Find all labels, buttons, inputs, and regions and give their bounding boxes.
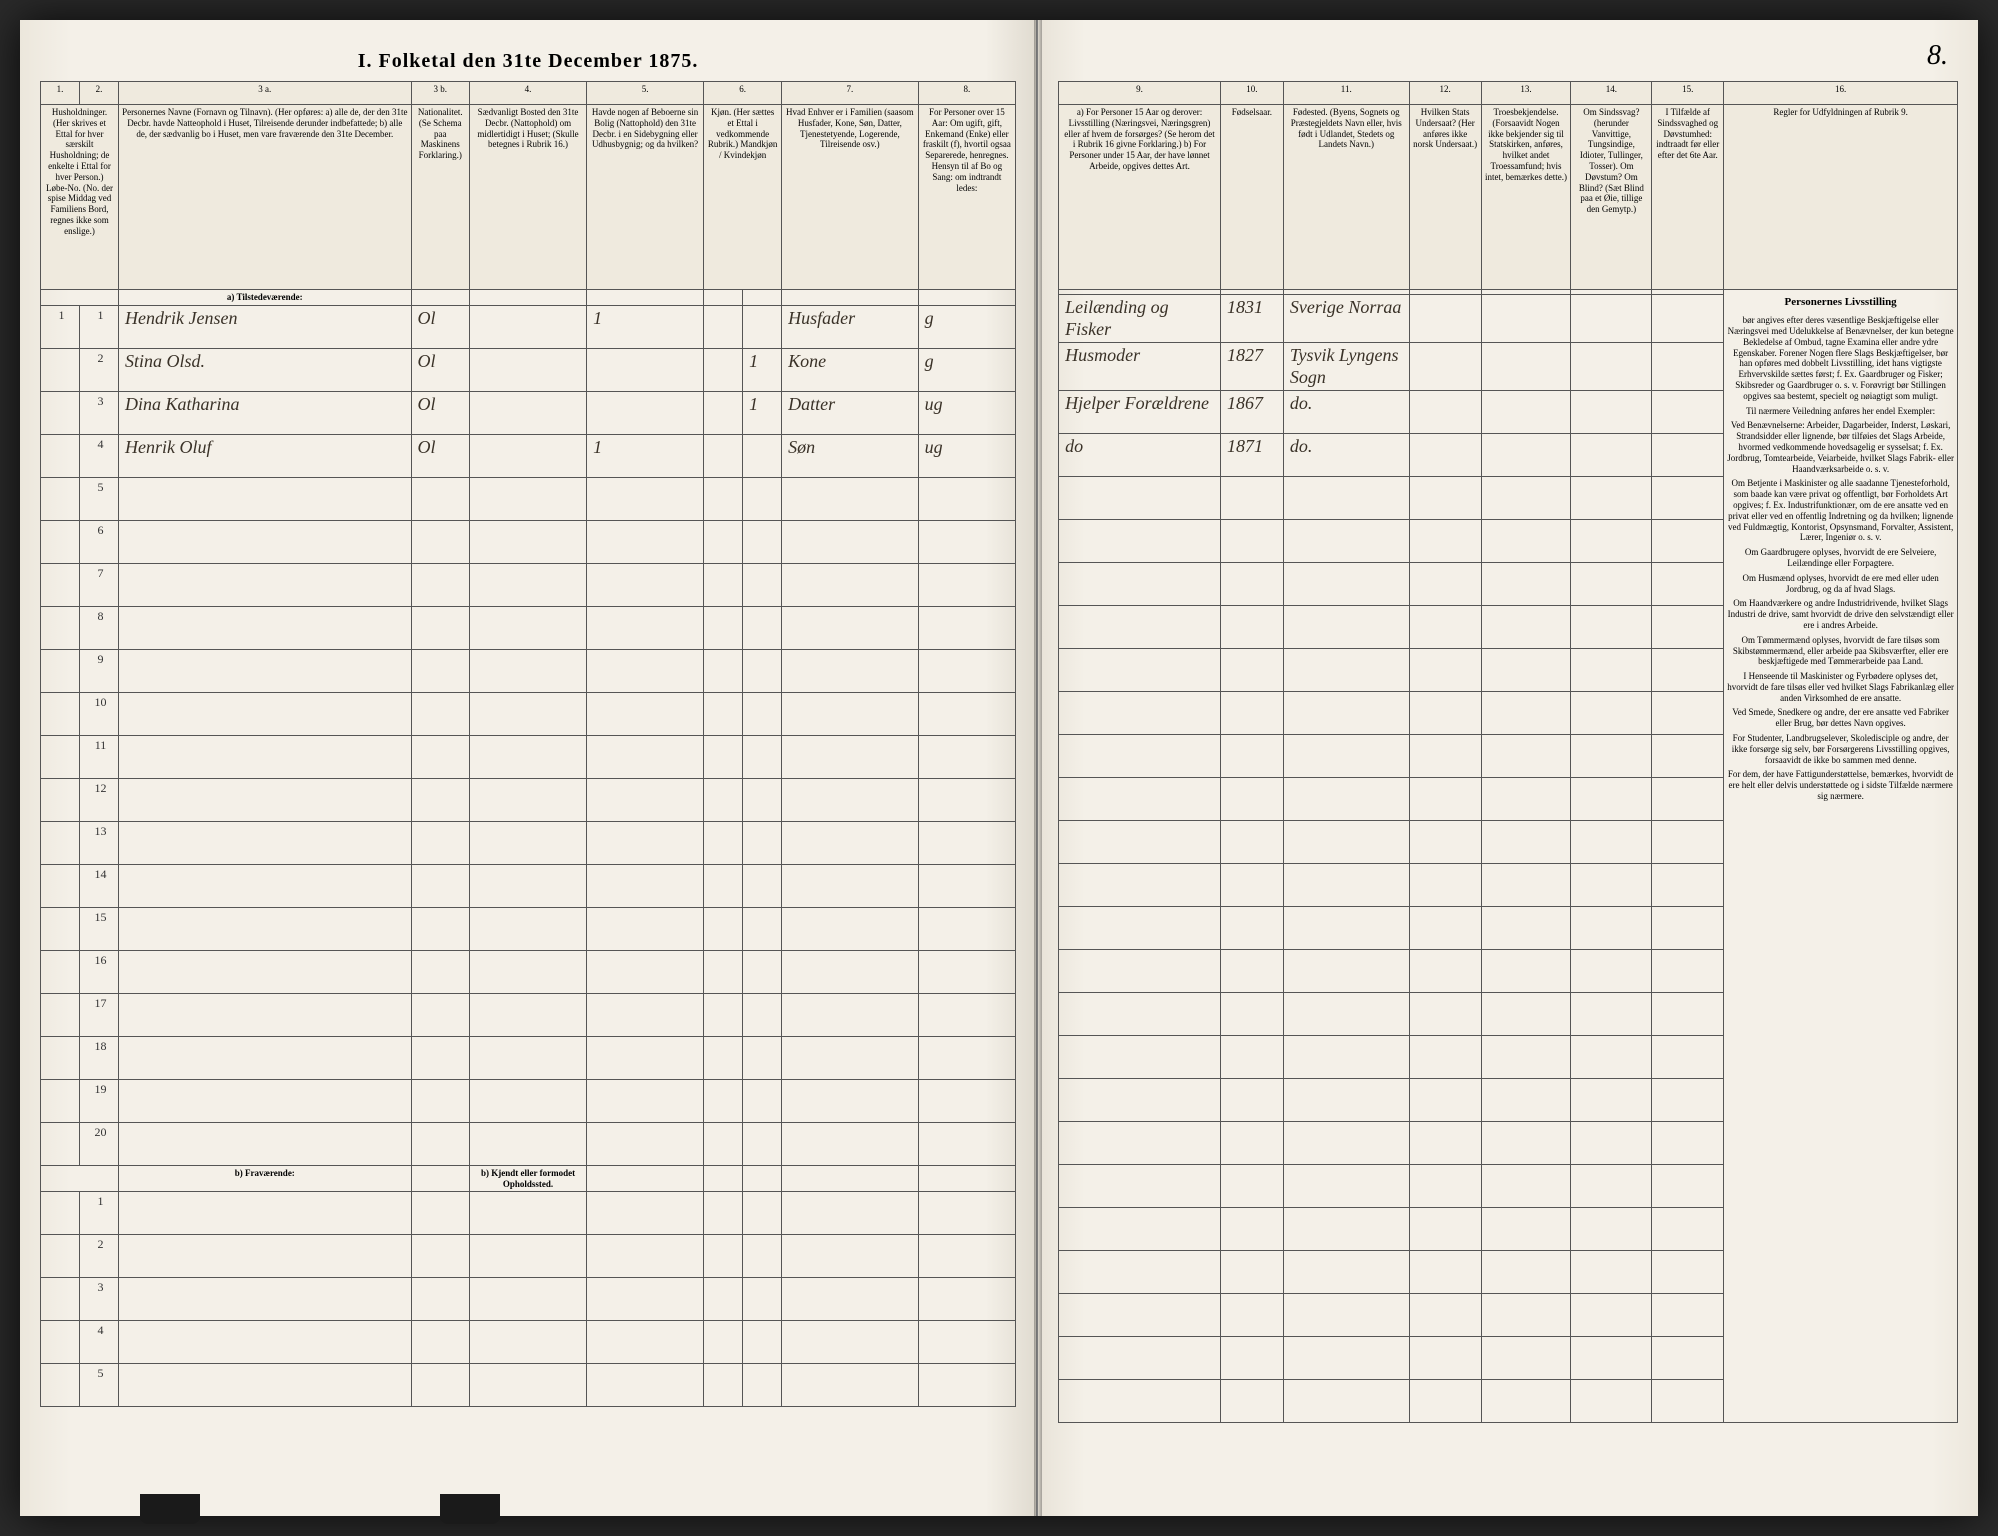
header-row-left: Husholdninger. (Her skrives et Ettal for…	[41, 105, 1016, 290]
col-10: 10.	[1220, 82, 1283, 105]
section-a-label: a) Tilstedeværende:	[119, 290, 412, 306]
instr-p9: Ved Smede, Snedkere og andre, der ere an…	[1727, 707, 1954, 729]
table-row: 18	[41, 1036, 1016, 1079]
page-tab	[440, 1494, 500, 1524]
col-13: 13.	[1481, 82, 1571, 105]
instr-lead: Personernes Livsstilling	[1727, 296, 1954, 309]
table-row: 3	[41, 1278, 1016, 1321]
hdr-3b: Nationalitet. (Se Schema paa Maskinens F…	[411, 105, 470, 290]
table-row: 3 Dina Katharina Ol 1 Datter ug	[41, 391, 1016, 434]
table-row: 13	[41, 821, 1016, 864]
hdr-10: Fødselsaar.	[1220, 105, 1283, 290]
section-a-row: a) Tilstedeværende:	[41, 290, 1016, 306]
col-num-row: 1. 2. 3 a. 3 b. 4. 5. 6. 7. 8.	[41, 82, 1016, 105]
table-row: 10	[41, 692, 1016, 735]
header-row-right: a) For Personer 15 Aar og derover: Livss…	[1059, 105, 1958, 290]
hdr-7: Hvad Enhver er i Familien (saasom Husfad…	[782, 105, 919, 290]
table-row: 9	[41, 649, 1016, 692]
hdr-9: a) For Personer 15 Aar og derover: Livss…	[1059, 105, 1221, 290]
table-row: 15	[41, 907, 1016, 950]
table-row: 8	[41, 606, 1016, 649]
table-row: 12	[41, 778, 1016, 821]
table-row: 7	[41, 563, 1016, 606]
hdr-6: Kjøn. (Her sættes et Ettal i vedkommende…	[704, 105, 782, 290]
hdr-5: Havde nogen af Beboerne sin Bolig (Natto…	[587, 105, 704, 290]
hdr-4: Sædvanligt Bosted den 31te Decbr. (Natto…	[470, 105, 587, 290]
page-tab	[140, 1494, 200, 1524]
instr-p7: Om Tømmermænd oplyses, hvorvidt de fare …	[1727, 635, 1954, 667]
table-row: 14	[41, 864, 1016, 907]
page-title-right	[1058, 50, 1958, 73]
section-b-label: b) Fraværende:	[119, 1165, 412, 1192]
instr-p10: For Studenter, Landbrugselever, Skoledis…	[1727, 733, 1954, 765]
table-row: 1 1 Hendrik Jensen Ol 1 Husfader g	[41, 305, 1016, 348]
page-title-left: I. Folketal den 31te December 1875.	[40, 50, 1016, 73]
table-row: 11	[41, 735, 1016, 778]
col-16: 16.	[1724, 82, 1958, 105]
hdr-1: Husholdninger. (Her skrives et Ettal for…	[41, 105, 119, 290]
hdr-3a: Personernes Navne (Fornavn og Tilnavn). …	[119, 105, 412, 290]
table-row: 6	[41, 520, 1016, 563]
hdr-13: Troesbekjendelse. (Forsaavidt Nogen ikke…	[1481, 105, 1571, 290]
col-12: 12.	[1409, 82, 1481, 105]
census-table-left: 1. 2. 3 a. 3 b. 4. 5. 6. 7. 8. Husholdni…	[40, 81, 1016, 1407]
col-11: 11.	[1283, 82, 1409, 105]
table-row: 1	[41, 1192, 1016, 1235]
col-3b: 3 b.	[411, 82, 470, 105]
col-9: 9.	[1059, 82, 1221, 105]
section-b-sub: b) Kjendt eller formodet Opholdssted.	[470, 1165, 587, 1192]
instr-p4: Om Gaardbrugere oplyses, hvorvidt de ere…	[1727, 547, 1954, 569]
col-5: 5.	[587, 82, 704, 105]
hdr-14: Om Sindssvag? (herunder Vanvittige, Tung…	[1571, 105, 1652, 290]
col-7: 7.	[782, 82, 919, 105]
table-row: 19	[41, 1079, 1016, 1122]
col-8: 8.	[918, 82, 1016, 105]
hdr-11: Fødested. (Byens, Sognets og Præstegjeld…	[1283, 105, 1409, 290]
col-4: 4.	[470, 82, 587, 105]
book-spine	[1034, 20, 1042, 1516]
table-row: 2	[41, 1235, 1016, 1278]
col-3a: 3 a.	[119, 82, 412, 105]
instr-sub: bør angives efter deres væsentlige Beskj…	[1727, 315, 1954, 401]
instr-p1: Til nærmere Veiledning anføres her endel…	[1727, 406, 1954, 417]
table-row: 4 Henrik Oluf Ol 1 Søn ug	[41, 434, 1016, 477]
instr-p2: Ved Benævnelserne: Arbeider, Dagarbeider…	[1727, 420, 1954, 474]
instr-p5: Om Husmænd oplyses, hvorvidt de ere med …	[1727, 573, 1954, 595]
page-number: 8.	[1927, 40, 1948, 72]
hdr-16: Regler for Udfyldningen af Rubrik 9.	[1724, 105, 1958, 290]
col-2: 2.	[80, 82, 119, 105]
col-14: 14.	[1571, 82, 1652, 105]
col-1: 1.	[41, 82, 80, 105]
section-b-row: b) Fraværende: b) Kjendt eller formodet …	[41, 1165, 1016, 1192]
col-num-row-r: 9. 10. 11. 12. 13. 14. 15. 16.	[1059, 82, 1958, 105]
table-row: 20	[41, 1122, 1016, 1165]
col-15: 15.	[1652, 82, 1724, 105]
hdr-12: Hvilken Stats Undersaat? (Her anføres ik…	[1409, 105, 1481, 290]
table-row: 4	[41, 1321, 1016, 1364]
instr-p11: For dem, der have Fattigunderstøttelse, …	[1727, 769, 1954, 801]
hdr-8: For Personer over 15 Aar: Om ugift, gift…	[918, 105, 1016, 290]
left-page: I. Folketal den 31te December 1875. 1. 2…	[20, 20, 1038, 1516]
table-row: 17	[41, 993, 1016, 1036]
table-row: 5	[41, 1364, 1016, 1407]
table-row: 5	[41, 477, 1016, 520]
table-row: 2 Stina Olsd. Ol 1 Kone g	[41, 348, 1016, 391]
instr-p8: I Henseende til Maskinister og Fyrbødere…	[1727, 671, 1954, 703]
col-6: 6.	[704, 82, 782, 105]
instructions-cell: Personernes Livsstilling bør angives eft…	[1724, 290, 1958, 1423]
census-book-spread: I. Folketal den 31te December 1875. 1. 2…	[20, 20, 1978, 1516]
instr-p6: Om Haandværkere og andre Industridrivend…	[1727, 598, 1954, 630]
table-row: 16	[41, 950, 1016, 993]
census-table-right: 9. 10. 11. 12. 13. 14. 15. 16. a) For Pe…	[1058, 81, 1958, 1423]
instr-p3: Om Betjente i Maskinister og alle saadan…	[1727, 478, 1954, 543]
right-page: 8. 9. 10. 11. 12. 13. 14. 15. 16. a) For…	[1038, 20, 1978, 1516]
hdr-15: I Tilfælde af Sindssvaghed og Døvstumhed…	[1652, 105, 1724, 290]
